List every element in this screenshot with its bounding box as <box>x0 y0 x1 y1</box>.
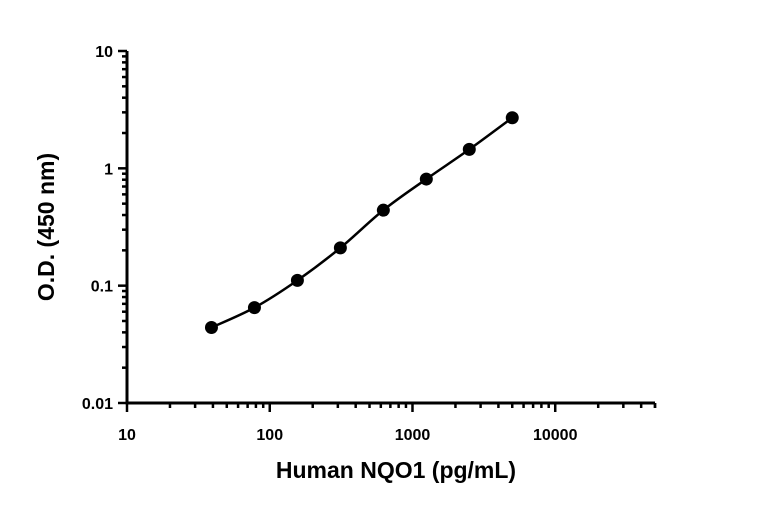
data-point <box>333 241 347 255</box>
tick-marks <box>118 49 657 412</box>
y-tick-label: 1 <box>104 161 113 178</box>
data-point <box>419 172 433 186</box>
x-tick-label: 1000 <box>395 427 431 444</box>
data-point <box>204 321 218 335</box>
y-axis-title: O.D. (450 nm) <box>33 153 59 301</box>
data-point <box>462 142 476 156</box>
y-tick-label: 0.01 <box>82 396 113 413</box>
data-point <box>247 301 261 315</box>
y-tick-label: 10 <box>95 44 113 61</box>
data-points <box>204 111 519 335</box>
x-tick-label: 10000 <box>533 427 578 444</box>
x-axis-title: Human NQO1 (pg/mL) <box>276 457 516 483</box>
data-point <box>376 203 390 217</box>
axes <box>125 51 655 405</box>
data-point <box>290 273 304 287</box>
x-tick-label: 100 <box>256 427 283 444</box>
tick-labels: 10 100 1000 10000 0.01 0.1 1 10 <box>82 44 578 444</box>
data-point <box>505 111 519 125</box>
y-tick-label: 0.1 <box>91 279 113 296</box>
x-tick-label: 10 <box>118 427 136 444</box>
